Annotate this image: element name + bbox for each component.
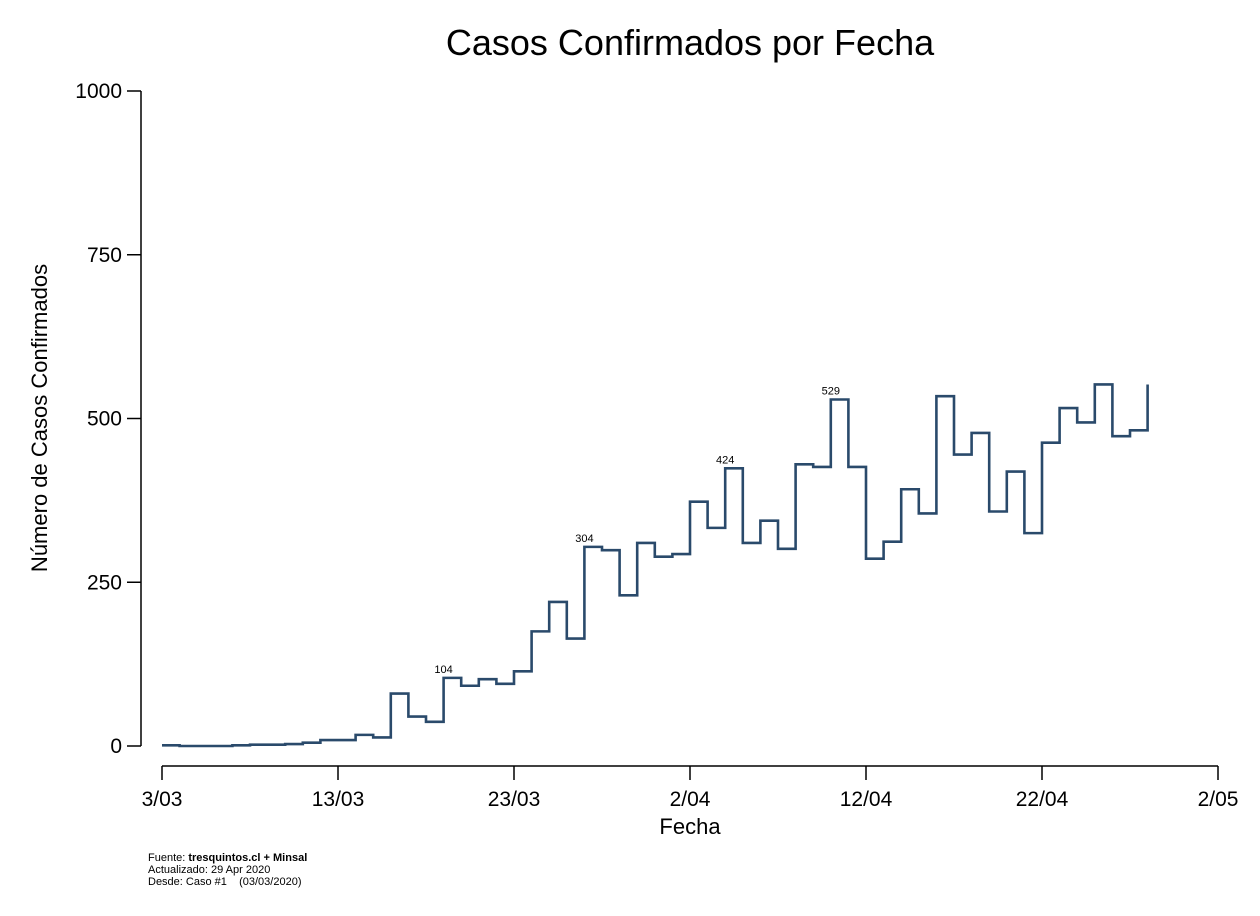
x-tick-label: 13/03 [312,788,365,811]
data-label: 304 [575,533,593,545]
since-line: Desde: Caso #1 (03/03/2020) [148,876,302,888]
y-tick-label: 250 [87,571,122,594]
x-axis-title: Fecha [659,814,721,839]
source-note: Fuente: tresquintos.cl + Minsal Actualiz… [148,852,307,888]
source-line: Fuente: tresquintos.cl + Minsal [148,852,307,864]
data-label: 529 [822,386,840,398]
series-line [162,383,1149,748]
y-axis-title: Número de Casos Confirmados [27,264,52,572]
updated-line: Actualizado: 29 Apr 2020 [148,864,271,876]
data-label: 424 [716,454,734,466]
x-tick-label: 23/03 [488,788,541,811]
data-label: 104 [434,664,452,676]
x-tick-label: 2/04 [670,788,711,811]
y-tick-label: 1000 [75,80,122,103]
chart-title: Casos Confirmados por Fecha [446,22,935,63]
x-tick-label: 3/03 [142,788,183,811]
x-tick-label: 2/05 [1198,788,1239,811]
y-tick-label: 500 [87,408,122,431]
x-tick-label: 12/04 [840,788,893,811]
x-tick-label: 22/04 [1016,788,1069,811]
source-prefix: Fuente: [148,852,189,864]
y-tick-label: 0 [110,735,122,758]
source-bold: tresquintos.cl + Minsal [188,852,308,864]
y-tick-label: 750 [87,244,122,267]
